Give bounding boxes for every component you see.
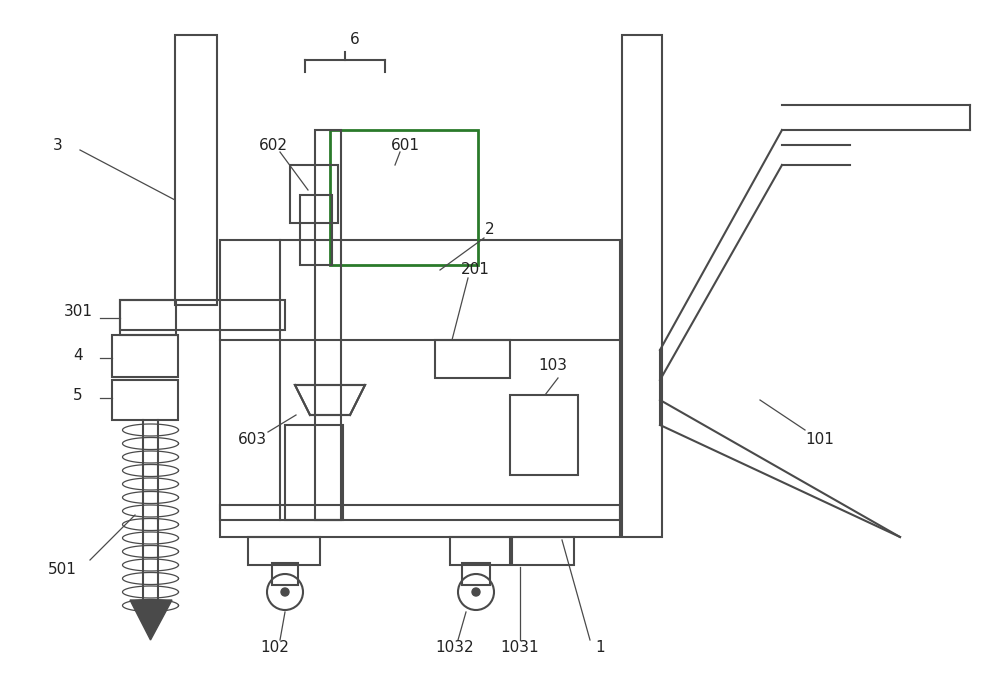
Text: 101: 101 [806,433,834,448]
Bar [510,395,578,475]
Text: 1031: 1031 [501,640,539,656]
Circle shape [472,588,480,596]
Bar [290,165,338,223]
Bar [330,130,478,265]
Text: 1: 1 [595,640,605,656]
Text: 3: 3 [53,137,63,153]
Bar [248,537,320,565]
Text: 301: 301 [64,304,92,320]
Text: 501: 501 [48,562,76,577]
Text: 4: 4 [73,347,83,362]
Bar [462,563,490,585]
Bar [112,380,178,420]
Bar [120,300,285,330]
Text: 2: 2 [485,222,495,237]
Bar [315,130,341,520]
Text: 102: 102 [261,640,289,656]
Text: 201: 201 [461,262,489,278]
Bar [272,563,298,585]
Bar [300,195,332,265]
Bar [112,335,178,377]
Circle shape [281,588,289,596]
Text: 103: 103 [538,358,568,372]
Text: 1032: 1032 [436,640,474,656]
Bar [512,537,574,565]
Text: 602: 602 [258,137,288,153]
Text: 6: 6 [350,32,360,47]
Bar [622,35,662,537]
Bar [450,537,510,565]
Bar [220,240,620,520]
Bar [435,340,510,378]
Bar [175,35,217,305]
Bar [220,505,620,537]
Text: 5: 5 [73,387,83,402]
Text: 603: 603 [237,433,267,448]
Text: 601: 601 [390,137,420,153]
Bar [285,425,343,520]
Bar [120,300,176,335]
Polygon shape [130,600,172,640]
